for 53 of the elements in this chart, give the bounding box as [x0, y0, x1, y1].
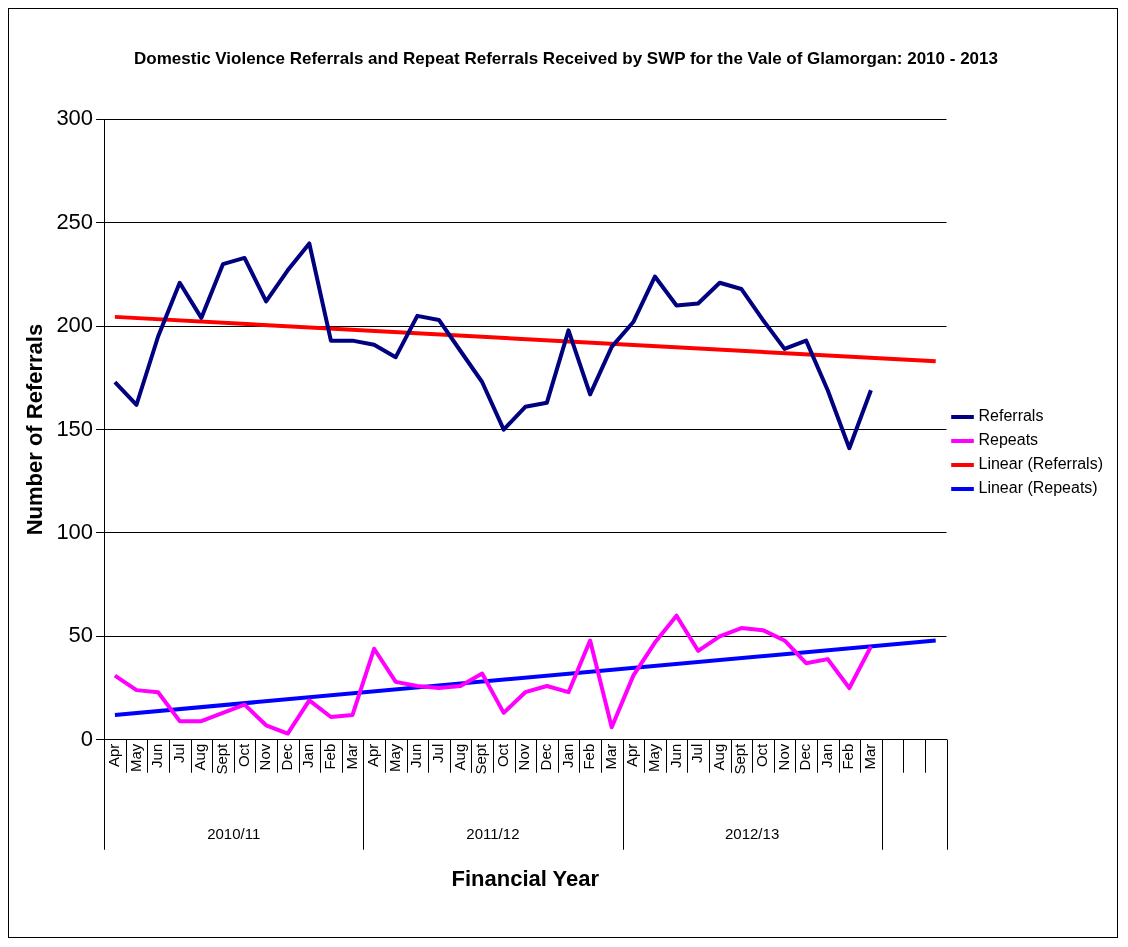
- x-tick-label: Jun: [148, 743, 166, 768]
- x-tick-label: Jul: [429, 743, 447, 763]
- y-tick-label: 50: [68, 622, 94, 648]
- y-tick-label: 250: [56, 208, 94, 234]
- x-tick-label: Dec: [277, 743, 295, 771]
- text: 2011/12: [466, 824, 520, 842]
- x-tick-label: Sept: [472, 742, 490, 775]
- y-tick-label: 150: [56, 415, 94, 441]
- y-axis-title: Number of Referrals: [22, 323, 48, 536]
- x-tick-label: Sept: [731, 742, 749, 775]
- x-tick-label: Oct: [234, 742, 252, 768]
- x-tick-label: Sept: [213, 742, 231, 775]
- y-tick-label: 0: [80, 725, 94, 751]
- x-tick-label: Apr: [105, 743, 123, 768]
- x-tick-label: Dec: [537, 743, 555, 771]
- x-tick-label: May: [645, 743, 663, 773]
- chart-title: Domestic Violence Referrals and Repeat Referrals Received by SWP for the Vale of Glamorgan: 2010 - 2013: [134, 48, 998, 68]
- x-tick-label: Feb: [580, 743, 598, 770]
- x-tick-label: Feb: [321, 743, 339, 770]
- x-tick-label: Aug: [450, 743, 468, 771]
- y-tick-label: 300: [56, 105, 94, 131]
- x-tick-label: Aug: [191, 743, 209, 771]
- x-tick-label: Jul: [688, 743, 706, 763]
- x-tick-label: Nov: [515, 743, 533, 771]
- legend-label: Linear (Repeats): [978, 479, 1098, 497]
- x-tick-label: Nov: [256, 743, 274, 771]
- x-tick-label: Jan: [817, 743, 835, 768]
- x-tick-label: Apr: [623, 743, 641, 768]
- x-tick-label: Mar: [601, 743, 619, 770]
- legend-label: Repeats: [978, 431, 1039, 449]
- legend-label: Referrals: [978, 407, 1044, 425]
- x-tick-label: May: [126, 743, 144, 773]
- text: 2012/13: [725, 824, 780, 842]
- x-tick-label: Jan: [299, 743, 317, 768]
- x-tick-label: Mar: [861, 743, 879, 770]
- x-tick-label: Jun: [407, 743, 425, 768]
- text: 2010/11: [207, 824, 261, 842]
- x-tick-label: Jun: [666, 743, 684, 768]
- x-tick-label: Feb: [839, 743, 857, 770]
- x-axis-title: Financial Year: [451, 865, 600, 891]
- y-tick-label: 200: [56, 312, 94, 338]
- x-tick-label: Aug: [709, 743, 727, 771]
- x-tick-label: Apr: [364, 743, 382, 768]
- x-tick-label: Oct: [753, 742, 771, 768]
- y-tick-label: 100: [56, 519, 94, 545]
- x-tick-label: Nov: [774, 743, 792, 771]
- x-tick-label: Jan: [558, 743, 576, 768]
- x-tick-label: Mar: [342, 743, 360, 770]
- x-tick-label: Oct: [493, 742, 511, 768]
- legend-label: Linear (Referrals): [978, 455, 1103, 473]
- x-tick-label: Dec: [796, 743, 814, 771]
- x-tick-label: Jul: [169, 743, 187, 763]
- x-tick-label: May: [385, 743, 403, 773]
